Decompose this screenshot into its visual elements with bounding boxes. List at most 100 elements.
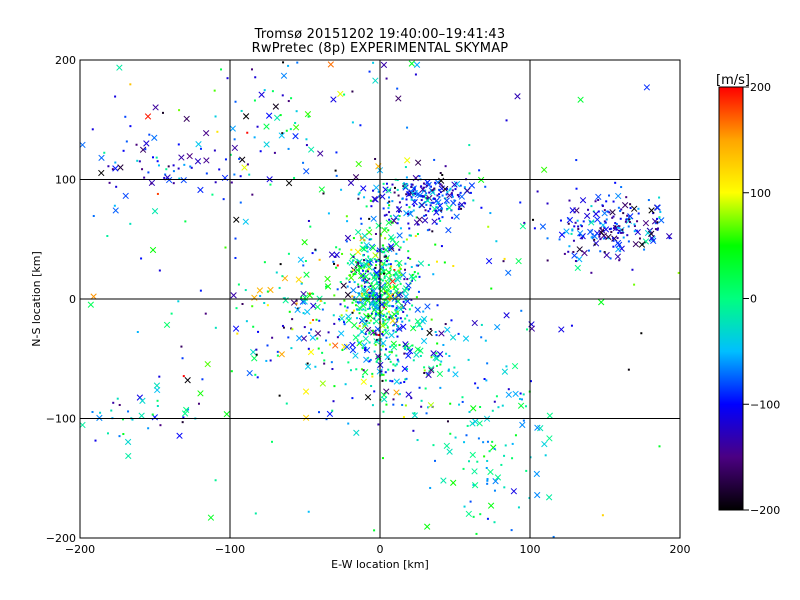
- data-point-dot: [407, 288, 410, 291]
- data-point-dot: [385, 77, 388, 80]
- data-point-dot: [453, 199, 456, 202]
- data-point-dot: [381, 345, 384, 348]
- data-point-dot: [405, 238, 408, 241]
- data-point-dot: [385, 182, 388, 185]
- data-point-dot: [597, 198, 600, 201]
- data-point-cross: [428, 367, 435, 374]
- data-point-dot: [371, 372, 374, 375]
- data-point-dot: [385, 348, 388, 351]
- data-point-dot: [606, 210, 609, 213]
- data-point-dot: [118, 435, 121, 438]
- data-point-dot: [408, 206, 411, 209]
- data-point-dot: [113, 204, 116, 207]
- data-point-dot: [608, 211, 611, 214]
- data-point-dot: [413, 204, 416, 207]
- data-point-cross: [233, 216, 240, 223]
- data-point-dot: [503, 486, 506, 489]
- data-point-dot: [251, 305, 254, 308]
- data-point-dot: [633, 223, 636, 226]
- data-point-dot: [214, 479, 217, 482]
- data-point-cross: [642, 238, 650, 245]
- data-point-dot: [626, 214, 629, 217]
- data-point-dot: [391, 305, 394, 308]
- data-point-dot: [388, 188, 391, 191]
- data-point-cross: [354, 266, 361, 274]
- data-point-dot: [668, 237, 671, 240]
- data-point-dot: [327, 212, 330, 215]
- data-point-dot: [627, 240, 630, 243]
- data-point-dot: [520, 398, 523, 401]
- data-point-dot: [356, 327, 359, 330]
- data-point-dot: [436, 194, 439, 197]
- data-point-dot: [373, 529, 376, 532]
- data-point-cross: [402, 293, 410, 300]
- data-point-dot: [302, 264, 305, 267]
- data-point-dot: [177, 300, 180, 303]
- data-point-dot: [619, 217, 622, 220]
- data-point-dot: [107, 165, 110, 168]
- data-point-cross: [581, 249, 588, 257]
- data-point-dot: [425, 203, 428, 206]
- data-point-dot: [431, 230, 434, 233]
- data-point-dot: [363, 196, 366, 199]
- data-point-dot: [237, 283, 240, 286]
- data-point-dot: [590, 205, 593, 208]
- data-point-cross: [609, 209, 616, 216]
- data-point-dot: [457, 195, 460, 198]
- data-point-cross: [350, 287, 357, 294]
- data-point-dot: [346, 220, 349, 223]
- data-point-cross: [242, 218, 249, 225]
- data-point-dot: [604, 221, 607, 224]
- data-point-dot: [323, 302, 326, 305]
- data-point-cross: [124, 438, 132, 446]
- data-point-dot: [389, 275, 392, 278]
- data-point-dot: [389, 215, 392, 218]
- data-point-dot: [609, 257, 612, 260]
- data-point-dot: [408, 227, 411, 230]
- data-point-cross: [539, 223, 547, 230]
- data-point-dot: [275, 271, 278, 274]
- data-point-dot: [382, 334, 385, 337]
- data-point-dot: [295, 302, 298, 305]
- data-point-dot: [335, 266, 338, 269]
- data-point-dot: [177, 143, 180, 146]
- data-point-dot: [297, 307, 300, 310]
- data-point-dot: [647, 199, 650, 202]
- data-point-dot: [438, 217, 441, 220]
- data-point-dot: [615, 223, 618, 226]
- data-point-dot: [383, 292, 386, 295]
- data-point-dot: [621, 231, 624, 234]
- data-point-dot: [273, 151, 276, 154]
- data-point-dot: [493, 521, 496, 524]
- data-point-dot: [357, 197, 360, 200]
- data-point-dot: [339, 280, 342, 283]
- data-point-dot: [439, 363, 442, 366]
- data-point-cross: [303, 168, 310, 175]
- data-point-cross: [195, 141, 202, 148]
- data-point-dot: [446, 187, 449, 190]
- data-point-dot: [125, 140, 128, 143]
- data-point-dot: [408, 319, 411, 322]
- data-point-dot: [405, 193, 408, 196]
- data-point-dot: [110, 409, 113, 412]
- data-point-dot: [568, 199, 571, 202]
- data-point-dot: [546, 259, 549, 262]
- data-point-cross: [440, 477, 447, 484]
- data-point-dot: [593, 238, 596, 241]
- data-point-dot: [428, 191, 431, 194]
- data-point-dot: [332, 314, 335, 317]
- data-point-dot: [367, 255, 370, 258]
- data-point-dot: [135, 143, 138, 146]
- data-point-dot: [384, 319, 387, 322]
- data-point-cross: [308, 146, 315, 153]
- data-point-dot: [94, 439, 97, 442]
- data-point-cross: [204, 360, 211, 368]
- data-point-dot: [352, 273, 355, 276]
- data-point-dot: [399, 267, 402, 270]
- data-point-dot: [601, 205, 604, 208]
- data-point-cross: [382, 321, 389, 328]
- data-point-cross: [451, 181, 458, 188]
- data-point-cross: [96, 414, 103, 422]
- data-point-dot: [392, 329, 395, 332]
- data-point-dot: [398, 393, 401, 396]
